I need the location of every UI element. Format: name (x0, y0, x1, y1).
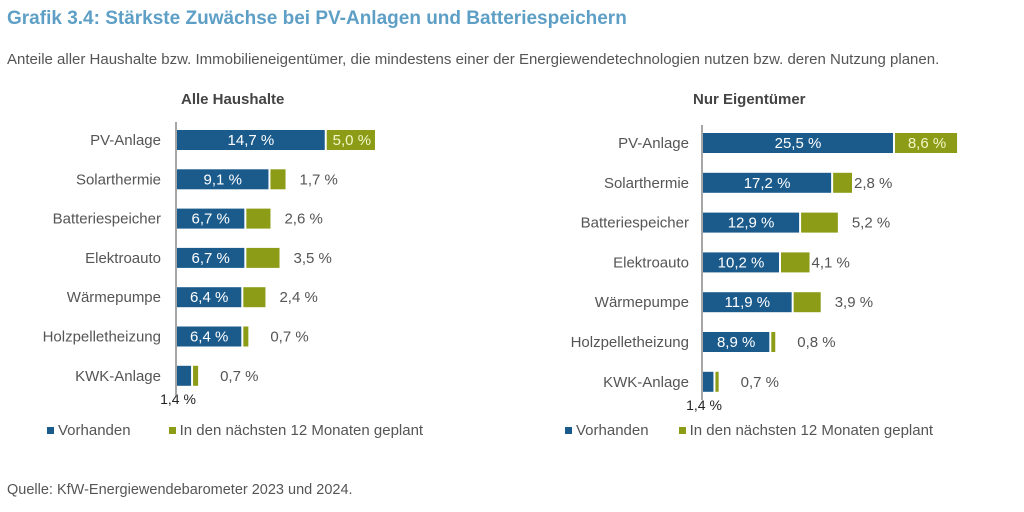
right-bar-geplant (715, 371, 719, 392)
left-label-vorhanden: 6,7 % (191, 250, 229, 267)
right-category-label: KWK-Anlage (603, 374, 689, 391)
right-label-vorhanden: 8,9 % (717, 334, 755, 351)
left-bar-vorhanden (177, 287, 242, 308)
chart-title: Grafik 3.4: Stärkste Zuwächse bei PV-Anl… (7, 8, 627, 29)
right-bar-geplant (833, 172, 852, 193)
legend-left: Vorhanden In den nächsten 12 Monaten gep… (47, 422, 423, 439)
left-category-label: KWK-Anlage (75, 368, 161, 385)
left-category-label: PV-Anlage (90, 132, 161, 149)
left-category-label: Wärmepumpe (67, 289, 161, 306)
right-category-label: Wärmepumpe (595, 294, 689, 311)
left-label-vorhanden: 9,1 % (204, 171, 242, 188)
legend-swatch-geplant (168, 427, 176, 434)
right-label-vorhanden: 11,9 % (725, 294, 771, 311)
left-category-label: Elektroauto (85, 250, 161, 267)
left-bar-vorhanden (177, 169, 269, 190)
left-category-label: Holzpelletheizung (43, 329, 161, 346)
right-bar-geplant (793, 292, 821, 313)
left-label-vorhanden: 6,7 % (191, 211, 229, 228)
right-bar-vorhanden (703, 133, 893, 153)
left-bar-geplant (270, 169, 286, 190)
right-label-geplant: 0,7 % (741, 374, 779, 391)
left-bar-geplant (246, 247, 280, 268)
legend-right: Vorhanden In den nächsten 12 Monaten gep… (565, 422, 933, 439)
left-bar-vorhanden (177, 326, 242, 347)
right-category-label: Elektroauto (613, 254, 689, 271)
right-label-geplant: 0,8 % (797, 334, 835, 351)
right-label-geplant: 5,2 % (852, 215, 890, 232)
left-label-vorhanden: 14,7 % (228, 132, 275, 149)
left-bar-vorhanden (177, 130, 325, 150)
legend-swatch-vorhanden (565, 427, 572, 434)
legend-swatch-vorhanden (47, 427, 54, 434)
left-label-geplant: 0,7 % (270, 329, 308, 346)
right-label-vorhanden: 25,5 % (775, 135, 822, 152)
right-bar-geplant (894, 133, 958, 153)
right-label-geplant: 4,1 % (812, 254, 850, 271)
right-bar-vorhanden (703, 292, 792, 313)
right-bar-vorhanden (703, 332, 770, 352)
source-note: Quelle: KfW-Energiewendebarometer 2023 u… (7, 482, 353, 498)
right-category-label: Holzpelletheizung (571, 334, 689, 351)
left-label-geplant: 5,0 % (333, 132, 371, 149)
left-label-vorhanden: 1,4 % (160, 391, 196, 407)
left-bar-vorhanden (177, 247, 245, 268)
right-label-geplant: 3,9 % (835, 294, 873, 311)
left-bar-geplant (193, 365, 199, 386)
right-label-vorhanden: 1,4 % (686, 397, 722, 413)
right-label-geplant: 2,8 % (854, 175, 892, 192)
left-label-vorhanden: 6,4 % (190, 329, 228, 346)
right-bar-geplant (771, 332, 776, 352)
right-bar-geplant (780, 252, 810, 273)
legend-label-geplant: In den nächsten 12 Monaten geplant (689, 422, 934, 439)
right-label-vorhanden: 17,2 % (744, 175, 791, 192)
legend-label-vorhanden: Vorhanden (576, 422, 649, 439)
right-category-label: PV-Anlage (618, 135, 689, 152)
left-category-label: Batteriespeicher (53, 211, 161, 228)
left-category-label: Solarthermie (76, 171, 161, 188)
right-label-geplant: 8,6 % (908, 135, 946, 152)
right-bar-geplant (801, 212, 838, 233)
left-label-geplant: 0,7 % (220, 368, 258, 385)
left-bar-geplant (243, 287, 266, 308)
right-label-vorhanden: 12,9 % (728, 215, 775, 232)
legend-swatch-geplant (678, 427, 686, 434)
right-category-label: Solarthermie (604, 175, 689, 192)
left-label-geplant: 2,4 % (279, 289, 317, 306)
left-label-geplant: 2,6 % (284, 211, 322, 228)
right-bar-vorhanden (703, 371, 714, 392)
panel-title-nur-eigentuemer: Nur Eigentümer (693, 91, 806, 108)
left-label-geplant: 1,7 % (300, 171, 338, 188)
right-label-vorhanden: 10,2 % (718, 254, 765, 271)
legend-label-geplant: In den nächsten 12 Monaten geplant (179, 422, 424, 439)
left-label-geplant: 3,5 % (294, 250, 332, 267)
right-bar-vorhanden (703, 252, 779, 273)
right-bar-vorhanden (703, 212, 800, 233)
panel-title-alle-haushalte: Alle Haushalte (181, 91, 285, 108)
left-bar-vorhanden (177, 365, 192, 386)
right-bar-vorhanden (703, 172, 832, 193)
chart-subtitle: Anteile aller Haushalte bzw. Immobiliene… (7, 51, 940, 68)
right-category-label: Batteriespeicher (581, 215, 689, 232)
legend-label-vorhanden: Vorhanden (58, 422, 131, 439)
left-bar-geplant (246, 208, 271, 229)
left-bar-vorhanden (177, 208, 245, 229)
left-bar-geplant (326, 130, 375, 150)
left-label-vorhanden: 6,4 % (190, 289, 228, 306)
left-bar-geplant (243, 326, 249, 347)
